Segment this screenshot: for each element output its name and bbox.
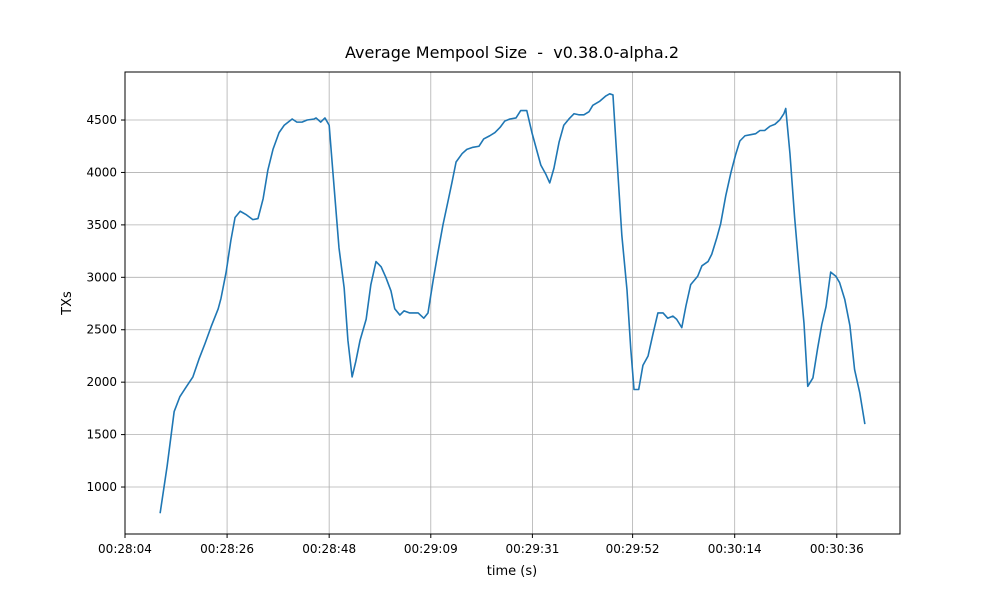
y-tick-label: 2000 [86,375,117,389]
y-tick-label: 1500 [86,428,117,442]
x-tick-label: 00:29:31 [505,542,559,556]
data-line [159,93,866,514]
y-axis-label: TXs [60,291,75,316]
x-tick-label: 00:30:14 [708,542,762,556]
x-tick-label: 00:29:52 [606,542,660,556]
y-tick-label: 4000 [86,165,117,179]
x-tick-label: 00:28:04 [98,542,152,556]
y-tick-label: 4500 [86,113,117,127]
grid [124,72,900,534]
y-tick-label: 3000 [86,270,117,284]
chart-title: Average Mempool Size - v0.38.0-alpha.2 [345,43,679,62]
y-tick-label: 3500 [86,218,117,232]
x-axis-label: time (s) [487,564,537,579]
x-tick-label: 00:29:09 [404,542,458,556]
y-tick-label: 2500 [86,323,117,337]
x-tick-label: 00:28:26 [200,542,254,556]
axes-frame [124,71,901,535]
x-tick-label: 00:28:48 [302,542,356,556]
x-tick-label: 00:30:36 [810,542,864,556]
y-tick-label: 1000 [86,480,117,494]
plot-area [159,93,866,514]
